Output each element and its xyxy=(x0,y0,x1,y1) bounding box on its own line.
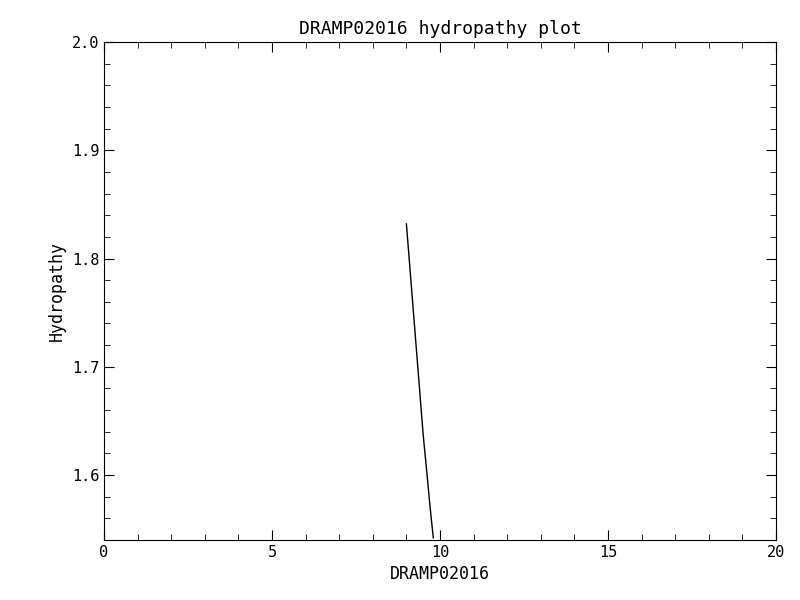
Y-axis label: Hydropathy: Hydropathy xyxy=(48,241,66,341)
Title: DRAMP02016 hydropathy plot: DRAMP02016 hydropathy plot xyxy=(298,20,582,38)
X-axis label: DRAMP02016: DRAMP02016 xyxy=(390,565,490,583)
